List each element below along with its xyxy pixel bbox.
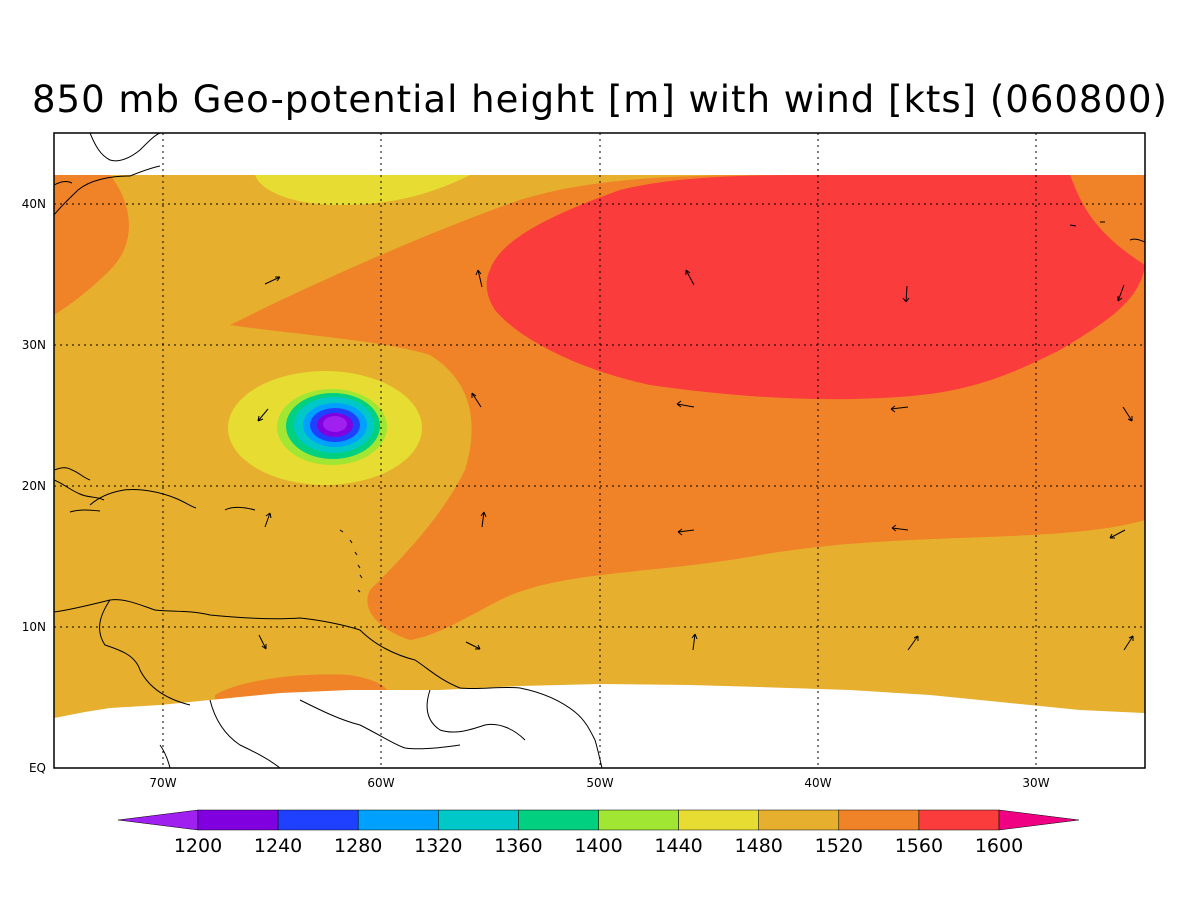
colorbar-label: 1440: [654, 835, 702, 857]
ytick-label: 40N: [22, 197, 46, 211]
colorbar-label: 1600: [975, 835, 1023, 857]
colorbar-segment: [357, 809, 439, 831]
colorbar-segment: [197, 809, 279, 831]
wind-arrow: [257, 408, 269, 422]
wind-arrow: [676, 400, 695, 408]
ytick-label: 30N: [22, 338, 46, 352]
wind-arrow: [471, 392, 482, 408]
wind-vectors: [257, 269, 1134, 651]
ytick-label: 10N: [22, 620, 46, 634]
wind-arrow: [480, 511, 487, 528]
colorbar-label: 1280: [334, 835, 382, 857]
wind-arrow: [1123, 635, 1134, 651]
wind-arrow: [890, 405, 909, 413]
wind-arrow: [677, 528, 695, 536]
wind-arrow: [264, 512, 272, 528]
colorbar-segment: [838, 809, 920, 831]
xtick-label: 70W: [149, 776, 176, 790]
colorbar-label: 1320: [414, 835, 462, 857]
coastlines: [54, 133, 1145, 768]
colorbar-segment: [438, 809, 519, 831]
wind-arrow: [902, 285, 910, 303]
xtick-label: 50W: [586, 776, 613, 790]
colorbar-label: 1560: [895, 835, 943, 857]
wind-arrow: [907, 635, 919, 651]
colorbar-segment: [518, 809, 599, 831]
low-ring-1200: [323, 416, 347, 432]
xtick-label: 60W: [367, 776, 394, 790]
colorbar-segment: [678, 809, 759, 831]
chart-title: 850 mb Geo-potential height [m] with win…: [32, 78, 1168, 121]
ytick-label: 20N: [22, 479, 46, 493]
wind-arrow: [1109, 529, 1126, 539]
wind-arrow: [475, 269, 483, 288]
wind-arrow: [465, 641, 481, 650]
colorbar-label: 1400: [574, 835, 622, 857]
colorbar-label: 1360: [494, 835, 542, 857]
ytick-label: EQ: [29, 761, 46, 775]
field-1600-high: [486, 175, 1145, 400]
y-axis-labels: EQ 10N 20N 30N 40N: [22, 197, 46, 775]
colorbar-label: 1480: [735, 835, 783, 857]
xtick-label: 40W: [804, 776, 831, 790]
colorbar-segment: [598, 809, 679, 831]
colorbar-segment: [277, 809, 359, 831]
wind-arrow: [891, 524, 909, 532]
colorbar-min-arrow: [117, 809, 199, 831]
xtick-label: 30W: [1022, 776, 1049, 790]
missing-data-south: [54, 684, 1145, 768]
plot-frame: [53, 132, 1146, 769]
wind-arrow: [1117, 284, 1125, 302]
field-1480-north: [255, 175, 470, 205]
colorbar-max-arrow: [998, 809, 1080, 831]
wind-arrow: [691, 633, 698, 651]
colorbar-segment: [918, 809, 1000, 831]
wind-arrow: [258, 634, 267, 650]
wind-arrow: [264, 276, 281, 285]
wind-arrow: [685, 269, 695, 286]
colorbar-segment: [758, 809, 840, 831]
colorbar-label: 1520: [815, 835, 863, 857]
colorbar-label: 1240: [254, 835, 302, 857]
wind-arrow: [1122, 406, 1133, 422]
colorbar: 1200 1240 1280 1320 1360 1400 1440 1480 1520 1560…: [117, 809, 1080, 857]
graticule: [54, 133, 1145, 768]
x-axis-labels: 70W 60W 50W 40W 30W: [149, 776, 1049, 790]
colorbar-label: 1200: [174, 835, 222, 857]
field-1560-northwest: [54, 175, 129, 315]
